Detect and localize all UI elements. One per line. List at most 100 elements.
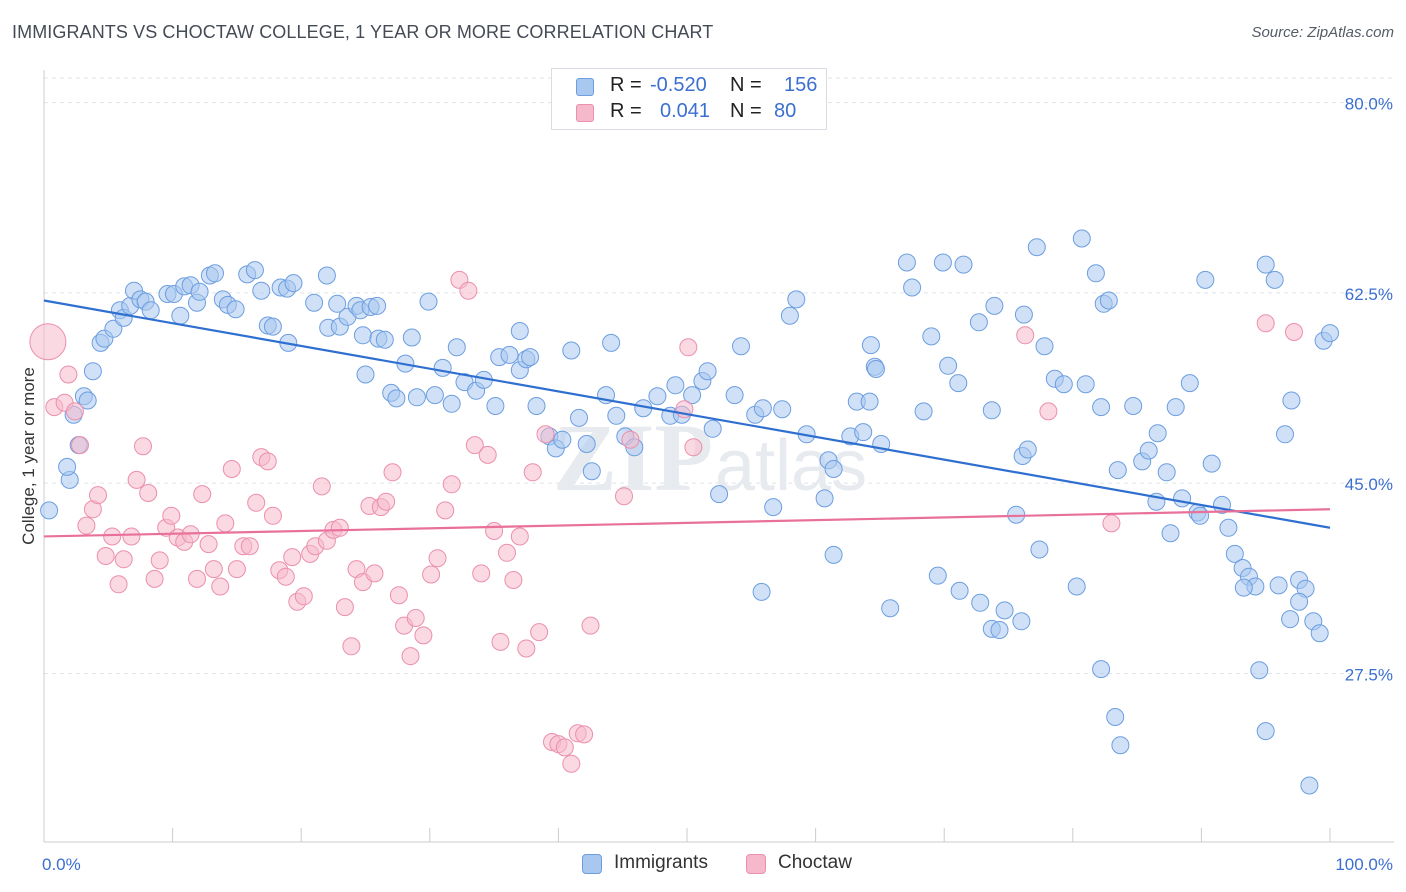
immigrants-point [83, 362, 102, 381]
choctaw-point [204, 560, 223, 579]
immigrants-point [1281, 610, 1300, 629]
choctaw-point [581, 616, 600, 635]
immigrants-point [402, 328, 421, 347]
immigrants-point [815, 489, 834, 508]
immigrants-point [780, 306, 799, 325]
choctaw-point [276, 567, 295, 586]
trend-layer [43, 299, 1331, 538]
immigrants-point [521, 348, 540, 367]
immigrants-point [950, 581, 969, 600]
choctaw-point [71, 436, 89, 455]
immigrants-point [1256, 722, 1275, 741]
immigrants-point [824, 545, 843, 564]
immigrants-point [1124, 397, 1143, 415]
choctaw-point [227, 560, 246, 579]
choctaw-point [193, 485, 212, 504]
immigrants-point [914, 402, 933, 421]
immigrants-point [1076, 375, 1095, 394]
immigrants-point [1191, 506, 1210, 525]
x-tick-layer [43, 828, 1331, 842]
choctaw-point [263, 506, 282, 525]
immigrants-point [860, 392, 879, 411]
choctaw-point [312, 477, 331, 496]
immigrants-point [1310, 624, 1329, 643]
choctaw-point [422, 565, 441, 584]
immigrants-point [226, 300, 245, 319]
immigrants-point [854, 423, 873, 442]
choctaw-point [240, 537, 259, 556]
choctaw-point [145, 569, 164, 588]
immigrants-point [922, 327, 941, 346]
choctaw-point [365, 564, 384, 583]
immigrants-n-label: N = [730, 74, 762, 96]
choctaw-point [472, 564, 491, 583]
immigrants-point [1234, 578, 1253, 597]
immigrants-point [903, 278, 922, 297]
choctaw-point [523, 463, 542, 482]
immigrants-point [1108, 461, 1127, 480]
immigrants-point [990, 621, 1009, 639]
immigrants-point [317, 266, 336, 285]
choctaw-point [77, 516, 96, 535]
immigrants-point [40, 501, 59, 520]
choctaw-point [188, 569, 206, 588]
choctaw-point [103, 527, 122, 546]
y-tick-label: 27.5% [1345, 665, 1393, 684]
choctaw-point [530, 623, 549, 642]
immigrants-point [190, 282, 209, 301]
choctaw-point [335, 598, 354, 617]
points-layer [29, 229, 1339, 795]
immigrants-point [683, 386, 702, 405]
chart-title: IMMIGRANTS VS CHOCTAW COLLEGE, 1 YEAR OR… [12, 22, 714, 42]
immigrants-point [368, 296, 387, 315]
choctaw-point [122, 527, 141, 546]
immigrants-point [245, 261, 264, 280]
choctaw-point [1102, 514, 1121, 533]
choctaw-point [127, 470, 146, 489]
choctaw-trend-line [43, 508, 1331, 538]
choctaw-n-label: N = [730, 100, 762, 122]
immigrants-point [562, 341, 581, 360]
choctaw-point [478, 445, 497, 464]
immigrants-point [1072, 229, 1091, 248]
choctaw-r-value: 0.041 [660, 100, 711, 122]
stats-legend: R = -0.520 N = 156 R = 0.041 N = 80 [551, 68, 827, 130]
immigrants-point [732, 337, 750, 356]
immigrants-point [1161, 524, 1180, 543]
immigrants-point [607, 406, 626, 425]
y-axis-label: College, 1 year or more [19, 367, 38, 545]
choctaw-point [216, 514, 235, 533]
immigrants-point [425, 386, 444, 405]
choctaw-point [504, 571, 523, 589]
immigrants-point [602, 333, 621, 352]
choctaw-point [510, 527, 529, 546]
immigrants-point [305, 293, 324, 312]
immigrants-point [881, 599, 900, 618]
immigrants-point [1054, 375, 1073, 394]
immigrants-point [897, 253, 916, 272]
immigrants-swatch [576, 78, 594, 96]
immigrants-point [648, 387, 667, 406]
immigrants-point [447, 338, 466, 357]
immigrants-point [1290, 592, 1309, 611]
immigrants-point [570, 408, 588, 427]
immigrants-point [969, 313, 988, 332]
choctaw-point [428, 549, 447, 568]
label-layer: 80.0% 62.5% 45.0% 27.5% 0.0% 100.0% College, 1… [19, 95, 1393, 874]
immigrants-point [500, 345, 519, 364]
choctaw-point [498, 543, 516, 562]
immigrants-point [486, 397, 505, 415]
immigrants-point [577, 435, 596, 453]
immigrants-point [419, 292, 438, 311]
y-tick-label: 45.0% [1345, 475, 1393, 494]
choctaw-point [222, 460, 241, 478]
choctaw-point [436, 501, 455, 520]
immigrants-point [867, 360, 885, 378]
immigrants-point [353, 326, 372, 345]
immigrants-point [141, 301, 160, 320]
immigrants-point [1282, 391, 1301, 410]
choctaw-point [684, 438, 703, 457]
immigrants-point [1086, 264, 1105, 283]
immigrants-point [1067, 577, 1086, 596]
immigrants-point [171, 306, 190, 325]
